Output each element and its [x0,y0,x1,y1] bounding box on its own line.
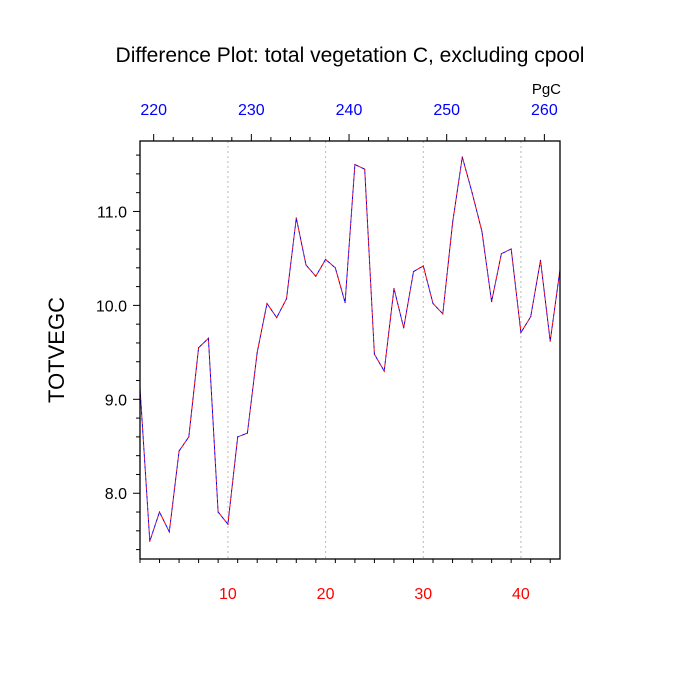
data-point [217,511,219,513]
data-point [422,265,424,267]
data-point [344,301,346,304]
data-point [393,287,395,290]
series-layer [139,156,561,542]
y-tick-label: 8.0 [105,486,127,503]
top-tick-label: 240 [336,102,363,119]
data-point [315,275,317,277]
data-point [324,258,327,260]
series-line-red [139,156,561,542]
y-tick-label: 11.0 [97,204,127,221]
data-point [295,217,297,219]
data-point [364,168,366,170]
top-axis-unit-label: PgC [532,81,561,98]
top-tick-label: 260 [531,102,558,119]
data-point [237,436,239,438]
data-point [471,192,473,194]
axes-layer: 8.0 9.0 10.0 11.0 10 20 30 40 220 230 240 250 260 [96,102,561,603]
data-point [500,253,502,255]
data-point [510,248,512,250]
data-point [246,432,249,434]
data-point [334,267,336,269]
top-tick-label: 250 [433,102,460,119]
data-point [481,230,483,232]
data-point [285,298,288,300]
data-point [276,316,278,319]
data-point [530,316,532,318]
data-point [188,436,190,438]
data-point [539,259,542,261]
data-point [178,450,180,452]
chart-title: Difference Plot: total vegetation C, exc… [116,44,585,67]
y-tick-label: 10.0 [96,298,127,315]
data-point [442,313,444,315]
data-point [412,270,415,273]
y-axis-label: TOTVEGC [44,297,69,403]
data-point [373,353,376,355]
data-point [266,302,268,305]
x-tick-label: 20 [317,586,335,603]
data-point [149,540,151,542]
plot-frame [139,140,561,560]
data-point [305,264,307,266]
data-point [198,347,200,349]
data-point [158,511,161,513]
data-point [207,337,209,339]
data-point [354,163,356,166]
data-point [403,327,405,329]
x-tick-label: 30 [414,586,432,603]
x-tick-label: 40 [512,586,530,603]
data-point [168,531,170,533]
data-point [549,340,551,342]
data-point [227,523,229,525]
data-point [520,332,522,334]
data-point [461,156,463,158]
series-line-blue [139,156,561,542]
x-tick-label: 10 [219,586,237,603]
y-tick-label: 9.0 [105,392,127,409]
top-tick-label: 230 [238,102,265,119]
data-point [432,302,434,305]
data-point [256,351,258,353]
data-point [451,222,454,224]
data-point [383,370,385,372]
data-point [491,301,493,303]
top-tick-label: 220 [140,102,167,119]
